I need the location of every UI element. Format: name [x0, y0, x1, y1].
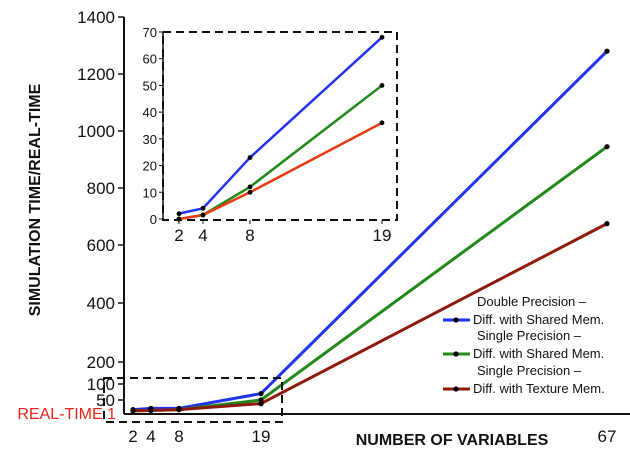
- inset-x-tick-label: 4: [198, 226, 207, 245]
- inset-data-point: [379, 34, 385, 40]
- data-point: [258, 401, 264, 407]
- inset-data-point: [176, 211, 182, 217]
- inset-x-tick-label: 2: [174, 226, 183, 245]
- x-tick-label: 8: [174, 427, 183, 446]
- x-tick-label: 4: [146, 427, 155, 446]
- y-tick-label: 1000: [77, 122, 115, 141]
- real-time-label: REAL-TIME 1: [17, 406, 116, 423]
- inset-data-point: [247, 189, 253, 195]
- legend-marker: [453, 386, 459, 392]
- data-point: [604, 221, 610, 227]
- inset-series-line-3: [178, 121, 383, 221]
- inset-y-tick-label: 10: [143, 185, 157, 200]
- x-tick-label: 67: [598, 427, 617, 446]
- inset-y-tick-label: 40: [143, 105, 157, 120]
- x-axis-title: NUMBER OF VARIABLES: [356, 432, 549, 449]
- inset-y-tick-label: 70: [143, 25, 157, 40]
- inset-data-point: [247, 184, 253, 190]
- y-tick-label: 600: [87, 236, 115, 255]
- inset-x-tick-label: 19: [373, 226, 392, 245]
- y-axis-title: SIMULATION TIME/REAL-TIME: [27, 83, 44, 316]
- x-tick-label: 19: [252, 427, 271, 446]
- inset-data-point: [200, 205, 206, 211]
- data-point: [176, 407, 182, 413]
- inset-data-point: [176, 216, 182, 222]
- y-tick-label: 100: [87, 375, 115, 394]
- inset-chart: 0 10 20 30 40 50 60 70 2 4 8 19: [143, 25, 398, 245]
- inset-y-tick-label: 60: [143, 52, 157, 67]
- inset-y-tick-label: 20: [143, 159, 157, 174]
- inset-data-point: [379, 120, 385, 126]
- legend-label-line1: Single Precision –: [477, 363, 582, 378]
- y-tick-label: 1400: [77, 8, 115, 27]
- main-series: [130, 48, 610, 414]
- legend: Double Precision – Diff. with Shared Mem.…: [443, 294, 605, 396]
- inset-series-line-1: [178, 36, 383, 215]
- legend-label-line2: Diff. with Shared Mem.: [473, 346, 604, 361]
- inset-x-tick-label: 8: [245, 226, 254, 245]
- zoom-region-box: [103, 377, 283, 423]
- inset-y-tick-label: 50: [143, 78, 157, 93]
- data-point: [130, 408, 136, 414]
- inset-frame: [162, 31, 398, 221]
- data-point: [148, 407, 154, 414]
- y-tick-label: 400: [87, 294, 115, 313]
- legend-marker: [453, 351, 459, 357]
- y-tick-label: 50: [96, 391, 115, 410]
- legend-label-line2: Diff. with Texture Mem.: [473, 381, 605, 396]
- data-point: [604, 144, 610, 150]
- legend-label-line2: Diff. with Shared Mem.: [473, 312, 604, 327]
- data-point: [604, 48, 610, 54]
- legend-label-line1: Single Precision –: [477, 328, 582, 343]
- x-tick-label: 2: [128, 427, 137, 446]
- inset-data-point: [247, 155, 253, 160]
- zoom-box: [103, 377, 283, 423]
- y-tick-label: 1200: [77, 65, 115, 84]
- legend-marker: [453, 317, 459, 323]
- inset-data-point: [200, 212, 206, 218]
- y-tick-label: 800: [87, 179, 115, 198]
- y-tick-label: 200: [87, 353, 115, 372]
- inset-y-tick-label: 0: [150, 212, 157, 227]
- inset-y-tick-label: 30: [143, 132, 157, 147]
- inset-data-point: [379, 83, 385, 88]
- legend-label-line1: Double Precision –: [477, 294, 587, 309]
- data-point: [258, 391, 264, 397]
